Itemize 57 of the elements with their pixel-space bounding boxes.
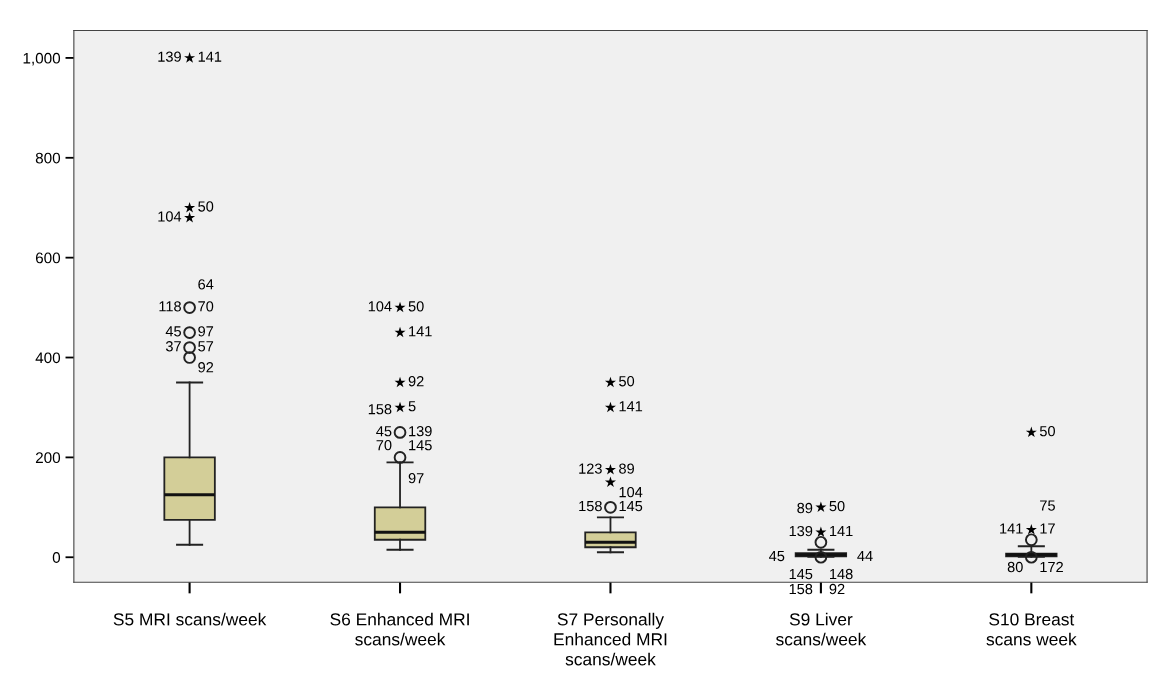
annotation: 104 [619, 486, 643, 498]
x-tick-label: S10 Breast scans week [986, 613, 1077, 646]
annotation: 92 [198, 362, 214, 373]
y-tick-label: 400 [35, 352, 61, 364]
x-tick-label: S7 Personally Enhanced MRI scans/week [554, 612, 667, 666]
annotation: 104 [158, 211, 182, 222]
x-tick-label: S6 Enhanced MRI scans/week [330, 612, 469, 646]
y-tick-label: 800 [35, 152, 61, 164]
y-tick-label: 200 [35, 452, 61, 464]
annotation: 141 [619, 401, 643, 412]
y-tick-label: 0 [52, 552, 61, 563]
annotation: 44 [857, 550, 873, 562]
annotation: 89 [797, 502, 813, 514]
annotation: 50 [1039, 426, 1055, 437]
annotation: 145 [409, 440, 432, 451]
annotation: 70 [376, 439, 392, 451]
annotation: 64 [198, 279, 214, 290]
annotation: 139 [158, 51, 181, 62]
annotation: 45 [769, 550, 785, 562]
annotation: 50 [829, 500, 845, 512]
annotation: 50 [198, 201, 214, 212]
annotation: 37 [165, 341, 181, 352]
x-tick-label: S9 Liver scans/week [776, 612, 867, 646]
annotation: 80 [1007, 561, 1023, 573]
annotation: 75 [1040, 500, 1055, 511]
annotation: 89 [619, 463, 634, 474]
annotation: 158 [579, 500, 602, 512]
annotation: 92 [408, 376, 424, 387]
annotation: 141 [198, 51, 222, 62]
annotation: 57 [198, 341, 214, 352]
annotation: 97 [198, 326, 214, 337]
x-tick-label: S5 MRI scans/week [113, 612, 267, 626]
annotation: 172 [1040, 561, 1063, 573]
annotation: 50 [408, 301, 424, 312]
annotation: 141 [830, 526, 853, 537]
annotation: 45 [165, 326, 181, 337]
annotation: 141 [1000, 523, 1023, 534]
annotation: 92 [829, 583, 845, 595]
annotation: 45 [376, 426, 392, 437]
annotation: 145 [619, 501, 643, 512]
annotation: 104 [368, 301, 392, 312]
annotation: 158 [789, 583, 813, 595]
annotation: 50 [619, 376, 635, 387]
annotation: 17 [1040, 523, 1055, 534]
annotation: 70 [198, 301, 214, 312]
annotation: 97 [408, 472, 424, 484]
annotation: 118 [159, 301, 181, 312]
annotation: 5 [408, 401, 416, 412]
annotation: 141 [409, 326, 432, 337]
annotation: 123 [579, 463, 602, 474]
annotation: 139 [409, 426, 432, 437]
y-tick-label: 1,000 [23, 52, 61, 66]
annotation: 139 [789, 525, 813, 537]
annotation: 145 [789, 569, 813, 580]
annotation: 148 [830, 568, 853, 580]
y-tick-label: 600 [35, 252, 61, 264]
annotation: 158 [368, 404, 392, 415]
